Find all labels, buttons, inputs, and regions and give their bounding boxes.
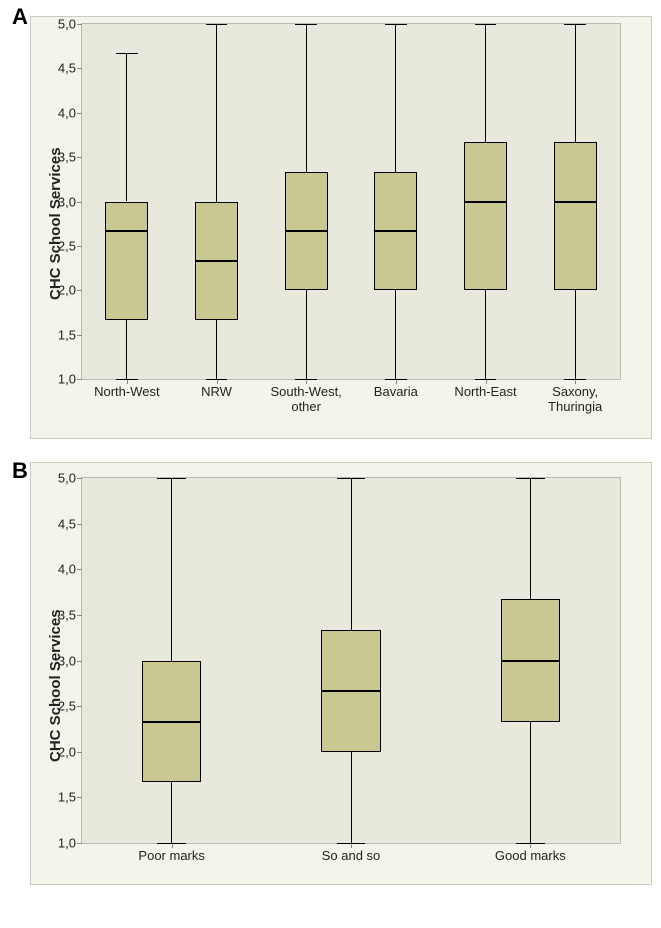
box-cap [157,478,186,479]
xtick-label: NRW [201,385,232,400]
panel-b-plot-area: 1,01,52,02,53,03,54,04,55,0Poor marksSo … [81,477,621,844]
ytick-label: 4,5 [58,61,76,76]
ytick-mark [77,335,82,336]
box-median [501,660,560,662]
box-cap [295,24,317,25]
box-whisker [530,478,531,599]
box-cap [516,478,545,479]
xtick-label: Poor marks [138,849,204,864]
xtick-label: So and so [322,849,381,864]
xtick-label: North-East [454,385,516,400]
box-median [464,201,507,203]
xtick-label: Good marks [495,849,566,864]
box-cap [337,843,366,844]
ytick-mark [77,157,82,158]
ytick-mark [77,615,82,616]
panel-a-plot-area: 1,01,52,02,53,03,54,04,55,0North-WestNRW… [81,23,621,380]
panel-b-ylabel: CHC School Services [47,609,64,762]
ytick-mark [77,24,82,25]
box-whisker [485,24,486,142]
box-iqr [554,142,597,290]
box-whisker [530,722,531,843]
figure-container: A 1,01,52,02,53,03,54,04,55,0North-WestN… [0,0,661,928]
ytick-mark [77,797,82,798]
ytick-mark [77,290,82,291]
box-median [285,230,328,232]
box-cap [516,843,545,844]
box-whisker [485,290,486,379]
ytick-label: 5,0 [58,17,76,32]
ytick-mark [77,113,82,114]
box-cap [116,53,138,54]
box-median [554,201,597,203]
ytick-mark [77,68,82,69]
ytick-label: 4,0 [58,105,76,120]
ytick-mark [77,246,82,247]
ytick-label: 1,5 [58,327,76,342]
ytick-mark [77,752,82,753]
box-whisker [216,320,217,379]
ytick-mark [77,202,82,203]
box-cap [564,24,586,25]
box-median [195,260,238,262]
box-median [374,230,417,232]
panel-b-label: B [12,458,28,484]
ytick-mark [77,706,82,707]
box-whisker [171,478,172,661]
xtick-label: Bavaria [374,385,418,400]
box-whisker [306,24,307,172]
ytick-mark [77,524,82,525]
box-median [105,230,148,232]
ytick-mark [77,843,82,844]
ytick-mark [77,379,82,380]
panel-a-label: A [12,4,28,30]
box-cap [295,379,317,380]
box-cap [475,24,497,25]
panel-a-ylabel: CHC School Services [47,147,64,300]
ytick-label: 1,0 [58,836,76,851]
ytick-mark [77,661,82,662]
box-whisker [575,290,576,379]
box-cap [564,379,586,380]
box-cap [385,24,407,25]
box-cap [475,379,497,380]
box-cap [157,843,186,844]
box-cap [385,379,407,380]
box-whisker [351,478,352,630]
box-median [321,690,380,692]
ytick-label: 4,0 [58,562,76,577]
ytick-label: 5,0 [58,471,76,486]
panel-b: B 1,01,52,02,53,03,54,04,55,0Poor marksS… [10,462,651,902]
box-cap [206,24,228,25]
box-cap [206,379,228,380]
ytick-mark [77,478,82,479]
box-whisker [306,290,307,379]
ytick-mark [77,569,82,570]
xtick-label: North-West [94,385,160,400]
box-whisker [351,752,352,843]
box-median [142,721,201,723]
panel-b-box: 1,01,52,02,53,03,54,04,55,0Poor marksSo … [30,462,652,885]
box-whisker [395,290,396,379]
box-iqr [464,142,507,290]
xtick-label: South-West, other [271,385,342,415]
panel-a-box: 1,01,52,02,53,03,54,04,55,0North-WestNRW… [30,16,652,439]
ytick-label: 1,0 [58,372,76,387]
box-cap [337,478,366,479]
box-whisker [216,24,217,202]
ytick-label: 4,5 [58,516,76,531]
box-cap [116,379,138,380]
box-whisker [171,782,172,843]
box-whisker [126,53,127,201]
box-whisker [575,24,576,142]
ytick-label: 1,5 [58,790,76,805]
box-whisker [126,320,127,379]
xtick-label: Saxony, Thuringia [548,385,602,415]
panel-a: A 1,01,52,02,53,03,54,04,55,0North-WestN… [10,8,651,448]
box-whisker [395,24,396,172]
box-iqr [105,202,148,320]
